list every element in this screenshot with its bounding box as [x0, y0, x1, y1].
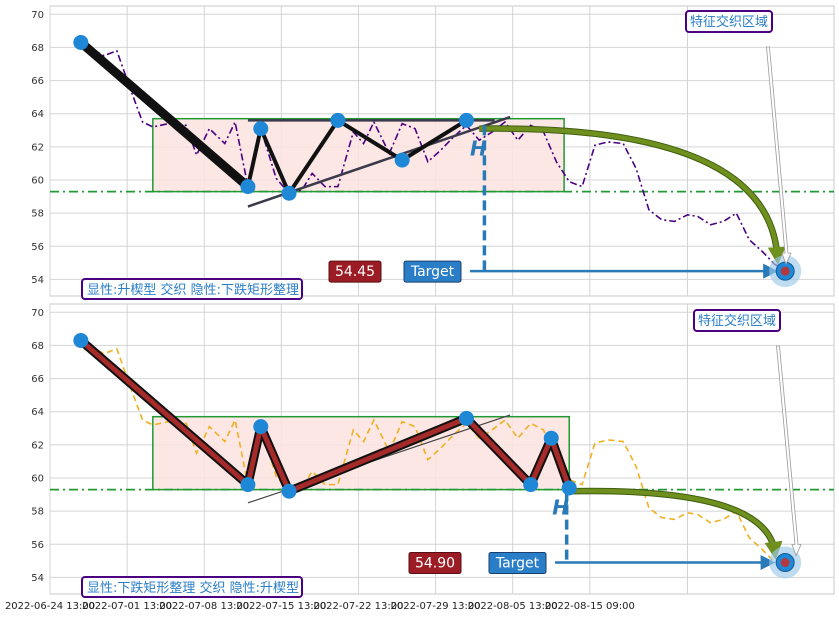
y-tick-label: 60	[31, 176, 44, 187]
legend-label-text: 显性:下跌矩形整理 交织 隐性:升楔型	[87, 580, 299, 596]
x-tick-label: 2022-07-15 13:00	[236, 601, 326, 612]
pattern-main-leg	[76, 37, 253, 192]
pattern-point	[253, 121, 269, 137]
target-button-box	[403, 260, 462, 283]
price-series-line	[80, 339, 786, 565]
y-tick-label: 54	[31, 275, 44, 286]
pattern-point	[73, 34, 89, 50]
curve-arrow	[479, 126, 786, 266]
top-panel: 54 56 58 60 62 64 66 68 70 H 54.45 Target 特征交织区域显性:升…	[31, 5, 835, 300]
curve-arrow	[569, 488, 783, 560]
x-tick-label: 2022-07-22 13:00	[313, 601, 403, 612]
pattern-point	[281, 483, 297, 499]
y-tick-label: 68	[31, 341, 44, 352]
pattern-point	[240, 477, 256, 493]
target-value-box	[328, 260, 382, 283]
y-tick-label: 64	[31, 109, 44, 120]
zone-pointer-arrow	[766, 46, 792, 266]
pattern-point	[394, 152, 410, 168]
x-tick-label: 2022-08-05 13:00	[468, 601, 558, 612]
y-tick-label: 70	[31, 10, 44, 21]
height-label: H	[552, 496, 569, 520]
y-tick-label: 54	[31, 573, 44, 584]
pattern-point	[561, 480, 577, 496]
height-label: H	[470, 136, 487, 160]
pattern-point	[523, 477, 539, 493]
x-tick-label: 2022-07-08 13:00	[159, 601, 249, 612]
pattern-point	[543, 430, 559, 446]
zone-label-text: 特征交织区域	[698, 313, 776, 329]
y-tick-label: 70	[31, 308, 44, 319]
y-tick-label: 62	[31, 440, 44, 451]
target-value-text: 54.45	[335, 264, 375, 280]
pattern-point	[253, 419, 269, 435]
y-tick-label: 68	[31, 43, 44, 54]
x-tick-label: 2022-06-24 13:00	[5, 601, 95, 612]
y-tick-label: 66	[31, 374, 44, 385]
legend-label-text: 显性:升楔型 交织 隐性:下跌矩形整理	[87, 282, 299, 298]
pattern-point	[330, 112, 346, 128]
x-tick-label: 2022-08-15 09:00	[545, 601, 635, 612]
target-value-text: 54.90	[415, 556, 455, 572]
zone-label-text: 特征交织区域	[690, 14, 768, 30]
target-button-text: Target	[495, 556, 540, 572]
target-button-box	[488, 552, 547, 575]
price-series-line	[80, 41, 786, 271]
zone-label-box	[693, 309, 781, 332]
target-value-box	[408, 552, 462, 575]
zone-label-box	[685, 10, 773, 33]
y-tick-label: 64	[31, 407, 44, 418]
legend-label-box	[81, 278, 303, 300]
bottom-panel: 54 56 58 60 62 64 66 68 70 H 54.90 Target 特征交织区域显性:下…	[31, 303, 835, 598]
target-end-inner	[780, 558, 790, 568]
y-tick-label: 66	[31, 76, 44, 87]
pattern-point	[458, 112, 474, 128]
legend-label-box	[81, 576, 303, 598]
pattern-point	[240, 179, 256, 195]
pattern-point	[458, 410, 474, 426]
target-end-inner	[780, 266, 790, 276]
y-tick-label: 60	[31, 474, 44, 485]
pattern-path	[78, 337, 572, 494]
x-tick-label: 2022-07-01 13:00	[82, 601, 172, 612]
y-tick-label: 58	[31, 209, 44, 220]
y-tick-label: 58	[31, 507, 44, 518]
pattern-point	[73, 332, 89, 348]
zone-pointer-arrow	[776, 345, 802, 557]
target-button-text: Target	[410, 264, 455, 280]
pattern-path	[245, 118, 468, 196]
y-tick-label: 56	[31, 540, 44, 551]
x-tick-label: 2022-07-29 13:00	[391, 601, 481, 612]
pattern-point	[281, 185, 297, 201]
y-tick-label: 62	[31, 142, 44, 153]
y-tick-label: 56	[31, 242, 44, 253]
